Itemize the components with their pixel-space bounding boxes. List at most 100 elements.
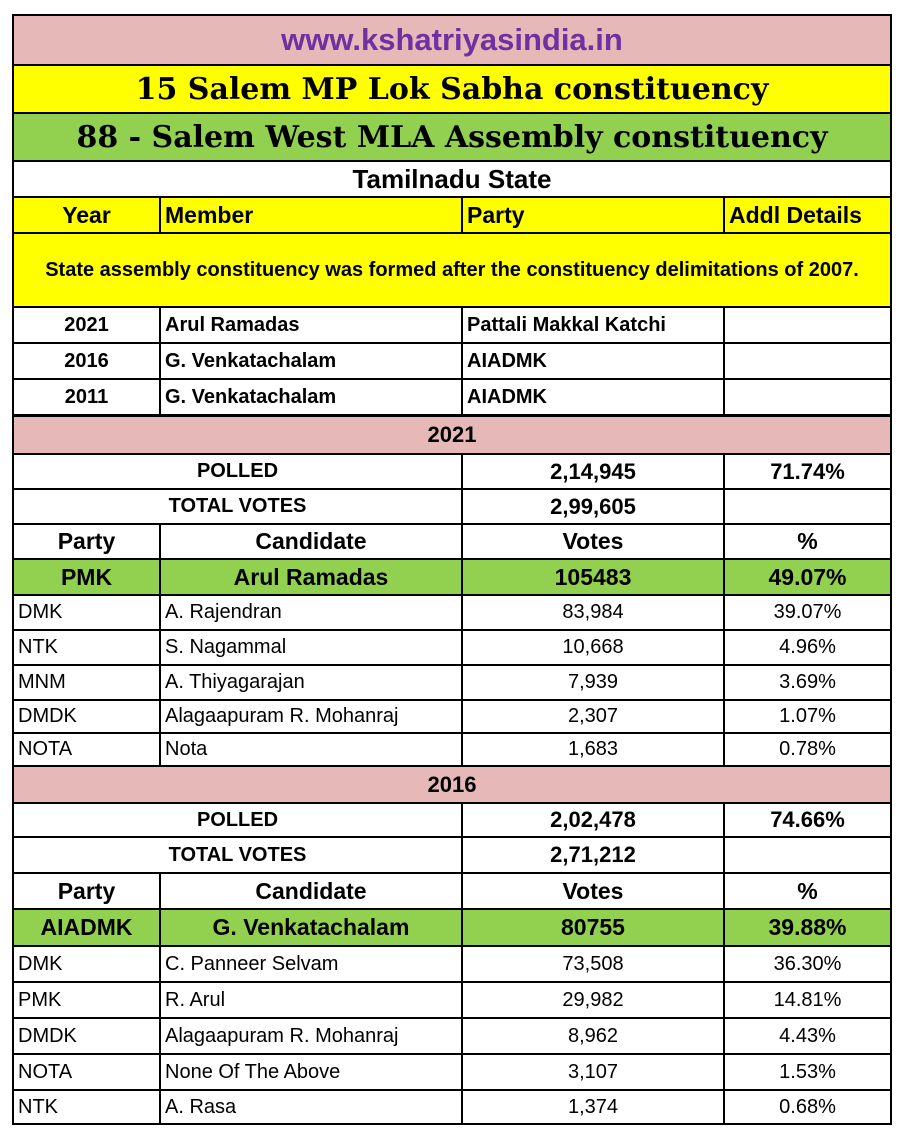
lok-sabha-banner: 15 Salem MP Lok Sabha constituency	[12, 66, 892, 114]
state-title: Tamilnadu State	[352, 163, 552, 194]
polled-votes: 2,02,478	[463, 804, 725, 836]
election-year-row: 2016	[12, 767, 892, 804]
winner-percent: 39.88%	[768, 914, 847, 940]
total-votes: 2,71,212	[463, 838, 725, 872]
column-header-member: Member	[161, 198, 463, 232]
results-header-row: Party Candidate Votes %	[12, 874, 892, 910]
result-party: NOTA	[14, 734, 161, 765]
result-party: NTK	[14, 1091, 161, 1123]
column-header-percent: %	[797, 528, 818, 554]
result-row: DMDK Alagaapuram R. Mohanraj 2,307 1.07%	[12, 701, 892, 734]
result-votes: 29,982	[463, 983, 725, 1017]
member-name: Arul Ramadas	[161, 308, 463, 342]
result-votes: 83,984	[463, 596, 725, 629]
members-header-row: Year Member Party Addl Details	[12, 198, 892, 234]
assembly-banner: 88 - Salem West MLA Assembly constituenc…	[12, 114, 892, 162]
election-year-row: 2021	[12, 417, 892, 455]
result-party: PMK	[14, 983, 161, 1017]
result-candidate: None Of The Above	[161, 1055, 463, 1089]
winner-row: PMK Arul Ramadas 105483 49.07%	[12, 560, 892, 596]
result-party: NTK	[14, 631, 161, 664]
result-party: NOTA	[14, 1055, 161, 1089]
column-header-addl-details: Addl Details	[729, 201, 862, 228]
winner-candidate: Arul Ramadas	[161, 560, 463, 594]
result-votes: 73,508	[463, 947, 725, 981]
member-addl	[725, 308, 890, 342]
result-row: PMK R. Arul 29,982 14.81%	[12, 983, 892, 1019]
result-row: DMK C. Panneer Selvam 73,508 36.30%	[12, 947, 892, 983]
member-name: G. Venkatachalam	[161, 380, 463, 414]
result-candidate: Alagaapuram R. Mohanraj	[161, 701, 463, 732]
winner-candidate: G. Venkatachalam	[161, 910, 463, 945]
polled-votes: 2,14,945	[463, 455, 725, 488]
result-party: DMDK	[14, 701, 161, 732]
polled-row: POLLED 2,14,945 71.74%	[12, 455, 892, 490]
column-header-candidate: Candidate	[161, 874, 463, 908]
member-row: 2021 Arul Ramadas Pattali Makkal Katchi	[12, 308, 892, 344]
result-candidate: Nota	[161, 734, 463, 765]
total-votes: 2,99,605	[463, 490, 725, 523]
winner-party: AIADMK	[14, 910, 161, 945]
total-votes-row: TOTAL VOTES 2,71,212	[12, 838, 892, 874]
result-percent: 4.96%	[779, 636, 836, 658]
column-header-party: Party	[14, 874, 161, 908]
result-party: MNM	[14, 666, 161, 699]
result-candidate: A. Rajendran	[161, 596, 463, 629]
member-row: 2011 G. Venkatachalam AIADMK	[12, 380, 892, 417]
winner-votes: 105483	[463, 560, 725, 594]
member-year: 2016	[14, 344, 161, 378]
member-party: AIADMK	[463, 380, 725, 414]
result-party: DMK	[14, 596, 161, 629]
result-votes: 8,962	[463, 1019, 725, 1053]
polled-label: POLLED	[14, 804, 463, 836]
result-percent: 0.68%	[779, 1095, 836, 1118]
result-percent: 1.53%	[779, 1060, 836, 1083]
result-votes: 10,668	[463, 631, 725, 664]
winner-row: AIADMK G. Venkatachalam 80755 39.88%	[12, 910, 892, 947]
site-url[interactable]: www.kshatriyasindia.in	[281, 22, 623, 57]
total-votes-blank	[725, 838, 890, 872]
polled-row: POLLED 2,02,478 74.66%	[12, 804, 892, 838]
result-row: NOTA Nota 1,683 0.78%	[12, 734, 892, 767]
result-votes: 1,683	[463, 734, 725, 765]
result-row: MNM A. Thiyagarajan 7,939 3.69%	[12, 666, 892, 701]
result-percent: 4.43%	[779, 1024, 836, 1047]
member-row: 2016 G. Venkatachalam AIADMK	[12, 344, 892, 380]
result-candidate: R. Arul	[161, 983, 463, 1017]
total-votes-row: TOTAL VOTES 2,99,605	[12, 490, 892, 525]
member-year: 2021	[14, 308, 161, 342]
result-row: DMK A. Rajendran 83,984 39.07%	[12, 596, 892, 631]
result-percent: 3.69%	[779, 671, 836, 693]
lok-sabha-title: 15 Salem MP Lok Sabha constituency	[135, 71, 769, 107]
result-candidate: S. Nagammal	[161, 631, 463, 664]
result-votes: 3,107	[463, 1055, 725, 1089]
result-row: NTK A. Rasa 1,374 0.68%	[12, 1091, 892, 1125]
results-header-row: Party Candidate Votes %	[12, 525, 892, 560]
winner-percent: 49.07%	[768, 563, 847, 590]
result-candidate: A. Thiyagarajan	[161, 666, 463, 699]
result-party: DMDK	[14, 1019, 161, 1053]
site-banner: www.kshatriyasindia.in	[12, 14, 892, 66]
assembly-title: 88 - Salem West MLA Assembly constituenc…	[76, 119, 828, 155]
result-percent: 1.07%	[779, 705, 836, 727]
result-candidate: A. Rasa	[161, 1091, 463, 1123]
result-votes: 1,374	[463, 1091, 725, 1123]
result-votes: 7,939	[463, 666, 725, 699]
column-header-candidate: Candidate	[161, 525, 463, 558]
result-row: NTK S. Nagammal 10,668 4.96%	[12, 631, 892, 666]
member-party: Pattali Makkal Katchi	[463, 308, 725, 342]
polled-percent: 71.74%	[770, 458, 845, 484]
column-header-year: Year	[14, 198, 161, 232]
column-header-party: Party	[14, 525, 161, 558]
result-percent: 39.07%	[773, 601, 842, 623]
total-votes-blank	[725, 490, 890, 523]
result-votes: 2,307	[463, 701, 725, 732]
result-row: DMDK Alagaapuram R. Mohanraj 8,962 4.43%	[12, 1019, 892, 1055]
column-header-votes: Votes	[463, 874, 725, 908]
polled-percent: 74.66%	[770, 807, 845, 832]
winner-party: PMK	[14, 560, 161, 594]
election-year: 2016	[427, 771, 477, 797]
column-header-votes: Votes	[463, 525, 725, 558]
result-percent: 36.30%	[773, 952, 842, 975]
state-banner: Tamilnadu State	[12, 162, 892, 198]
